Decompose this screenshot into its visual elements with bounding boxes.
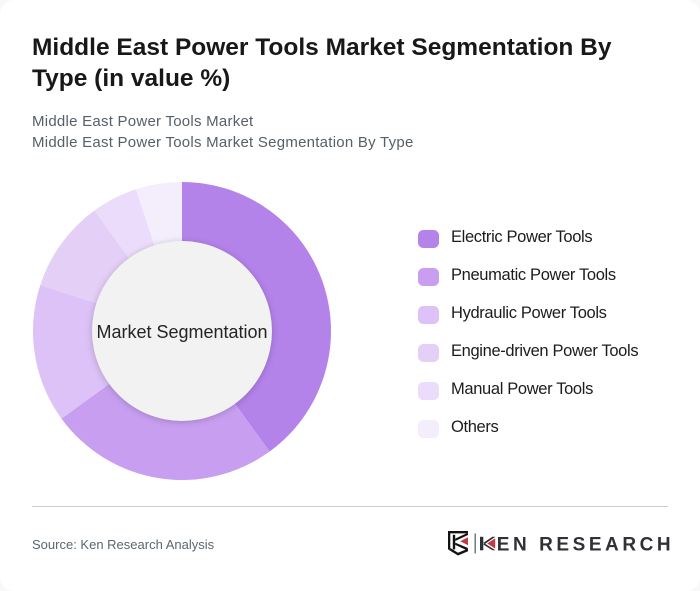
svg-text:EN RESEARCH: EN RESEARCH — [497, 534, 670, 555]
